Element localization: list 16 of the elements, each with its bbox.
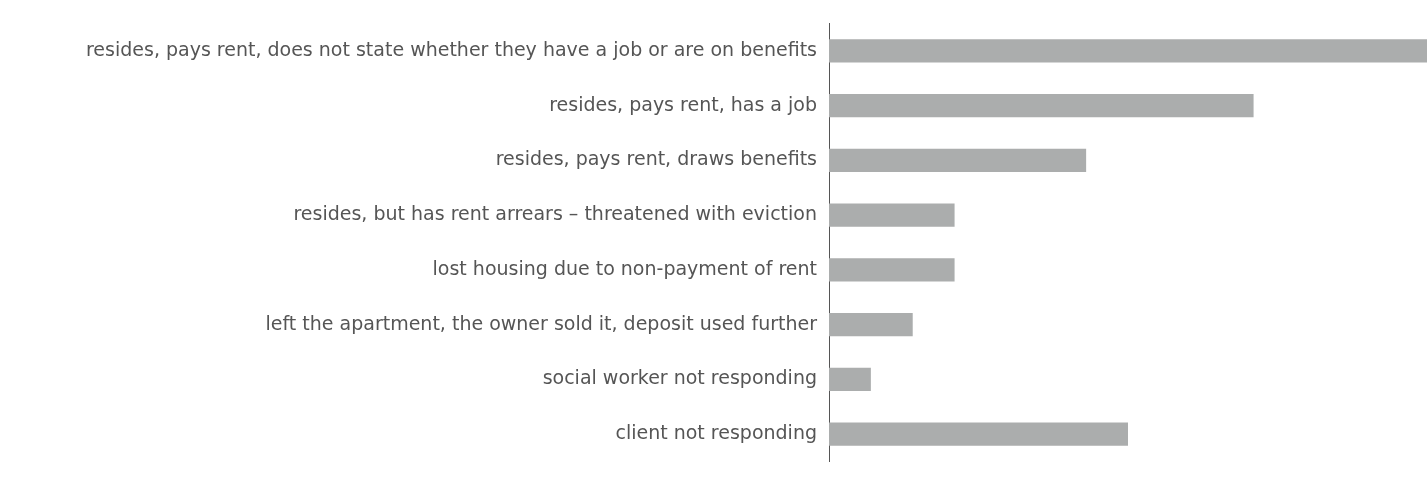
bar: [829, 422, 1128, 446]
bar: [829, 39, 1427, 63]
bar: [829, 313, 913, 337]
y-tick-label: social worker not responding: [542, 366, 817, 389]
y-tick-label: resides, but has rent arrears – threatened with eviction: [293, 202, 817, 225]
bar: [829, 203, 955, 227]
y-tick-label: resides, pays rent, does not state whether they have a job or are on benefits: [85, 37, 817, 60]
y-tick-label: client not responding: [615, 421, 817, 444]
bar: [829, 258, 955, 282]
y-tick-label: lost housing due to non-payment of rent: [432, 256, 817, 279]
y-tick-label: resides, pays rent, draws benefits: [495, 147, 817, 170]
bar: [829, 367, 871, 392]
y-tick-label: left the apartment, the owner sold it, deposit used further: [265, 311, 818, 334]
bar: [829, 93, 1254, 118]
bar: [829, 148, 1087, 172]
y-tick-label: resides, pays rent, has a job: [549, 92, 817, 115]
